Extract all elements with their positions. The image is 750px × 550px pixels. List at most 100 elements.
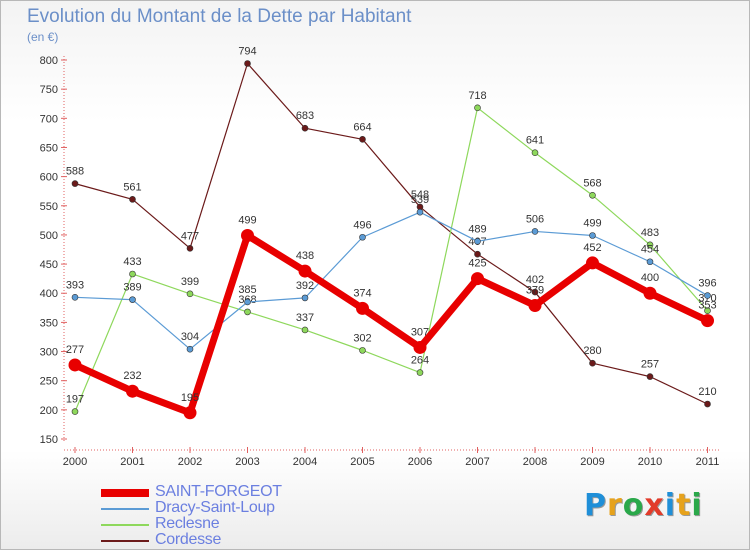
x-tick-label: 2006 [408,456,432,468]
x-tick-label: 2007 [465,456,489,468]
proxiti-logo: Proxiti [584,488,703,523]
data-label: 454 [641,244,659,256]
data-point [186,245,194,252]
data-label: 483 [641,227,659,239]
data-label: 389 [123,282,141,294]
y-tick-label: 250 [40,376,58,388]
data-point [359,233,366,241]
data-point [301,124,309,132]
data-point [356,301,369,315]
data-point [244,308,251,316]
y-tick-label: 550 [40,201,58,213]
data-point [471,272,484,286]
data-label: 264 [411,355,429,367]
legend-label: Dracy-Saint-Loup [155,499,275,516]
data-label: 683 [296,110,314,122]
data-label: 210 [698,386,716,398]
data-label: 664 [353,121,371,133]
data-point [531,288,539,296]
data-label: 400 [641,272,659,284]
series-line [74,211,708,350]
data-label: 307 [411,326,429,338]
y-tick-label: 650 [40,142,58,154]
data-label: 499 [583,218,601,230]
data-label: 399 [181,276,199,288]
data-point [129,296,136,303]
data-label: 588 [66,166,84,178]
data-label: 385 [238,284,256,296]
x-tick-label: 2005 [350,456,374,468]
data-point [183,406,197,420]
data-label: 438 [296,250,314,262]
data-point [701,314,714,328]
data-point [643,286,657,300]
data-label: 794 [238,45,256,57]
legend-label: Reclesne [155,515,220,532]
y-tick-label: 200 [40,405,58,417]
data-point [531,149,539,157]
x-tick-label: 2010 [638,456,662,468]
y-tick-label: 400 [40,288,58,300]
data-point [646,373,654,380]
data-point [126,384,139,398]
legend-swatch [101,540,149,542]
data-point [186,345,194,353]
data-point [704,400,711,408]
x-tick-label: 2003 [235,456,259,468]
data-label: 197 [66,394,84,406]
data-point [413,340,427,354]
data-label: 548 [411,189,429,201]
data-label: 277 [66,344,84,356]
logo-letter: P [584,488,607,523]
chart-title: Evolution du Montant de la Dette par Hab… [27,6,412,27]
data-label: 477 [181,230,199,242]
data-point [244,298,251,306]
x-tick-label: 2008 [523,456,547,468]
data-point [646,241,654,249]
data-point [71,180,79,187]
data-label: 402 [526,274,544,286]
data-label: 561 [123,181,141,193]
series-line [74,62,708,405]
data-label: 337 [296,312,314,324]
data-label: 353 [698,300,716,312]
y-tick-label: 700 [40,113,58,125]
data-label: 489 [468,223,486,235]
y-tick-label: 350 [40,317,58,329]
x-tick-label: 2000 [63,456,87,468]
y-tick-label: 750 [40,84,58,96]
data-label: 392 [296,280,314,292]
logo-letter: t [676,488,692,523]
data-label: 280 [583,345,601,357]
data-point [71,408,79,415]
data-label: 718 [468,90,486,102]
legend-swatch [101,524,149,526]
data-label: 379 [526,284,544,296]
data-label: 496 [353,219,371,231]
y-tick-label: 450 [40,259,58,271]
legend-item-reclesne: Reclesne [101,515,361,533]
data-label: 568 [583,177,601,189]
data-point [241,229,254,243]
data-point [704,307,711,315]
y-tick-label: 500 [40,230,58,242]
data-point [474,250,481,258]
logo-letter: i [664,488,677,523]
legend-swatch [101,489,149,497]
chart-unit: (en €) [27,30,59,44]
legend-label: SAINT-FORGEOT [155,483,282,500]
data-label: 452 [583,242,601,254]
data-point [71,294,79,301]
data-label: 393 [66,279,84,291]
data-label: 195 [181,392,199,404]
data-point [129,270,136,278]
data-point [244,60,251,67]
x-tick-label: 2011 [696,456,720,468]
series-line [74,107,708,412]
data-point [646,258,654,266]
data-label: 425 [468,258,486,270]
data-point [416,369,424,376]
data-label: 506 [526,213,544,225]
series-line [73,232,710,417]
